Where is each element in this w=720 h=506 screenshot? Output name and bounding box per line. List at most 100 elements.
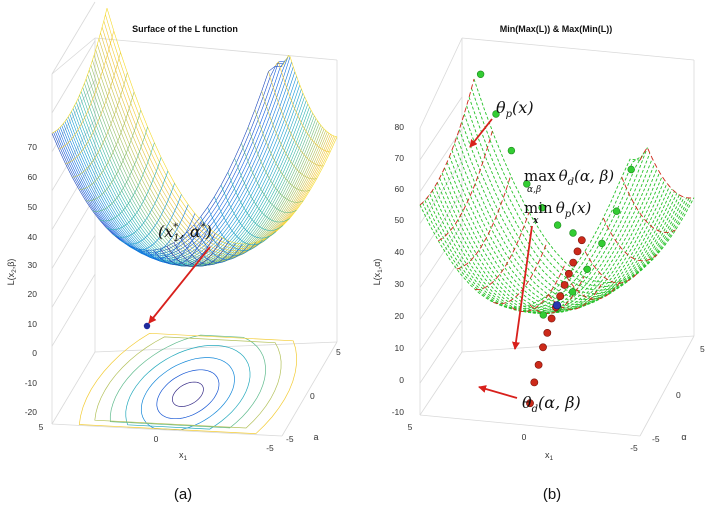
mesh-line-red xyxy=(438,130,493,242)
max-point xyxy=(583,265,591,273)
panel-a-gridline xyxy=(51,40,96,114)
mesh-line xyxy=(112,170,169,238)
contour-line xyxy=(78,332,297,435)
panel-b-gridline xyxy=(419,96,463,161)
mesh-line xyxy=(214,196,270,246)
max-point xyxy=(553,221,562,229)
contour-line xyxy=(172,381,204,407)
mesh-line-red xyxy=(639,146,695,199)
min-theta-p-label: min θp(x) xyxy=(524,199,591,220)
panel-a-saddle-point xyxy=(143,322,151,330)
x-tick-label: 5 xyxy=(408,422,413,432)
max-point xyxy=(539,311,547,319)
panel-b-y-axis-label: α xyxy=(681,432,686,442)
z-tick-label: 10 xyxy=(28,319,38,329)
mesh-line xyxy=(180,237,236,266)
max-point xyxy=(476,70,485,79)
panel-a-annotation-arrow xyxy=(148,246,211,324)
mesh-line-red xyxy=(419,78,475,206)
max-point xyxy=(538,204,546,212)
panel-b-gridline xyxy=(419,288,463,352)
y-tick-label: -5 xyxy=(652,434,660,444)
z-tick-label: 50 xyxy=(28,202,38,212)
y-tick-label: 5 xyxy=(336,347,341,357)
panel-a-gridline xyxy=(51,235,96,308)
theta-d-arrow xyxy=(478,385,518,399)
mesh-line xyxy=(268,71,324,167)
mesh-line-red xyxy=(584,251,640,284)
mesh-line xyxy=(72,72,128,178)
mesh-line xyxy=(92,126,148,212)
z-tick-label: 40 xyxy=(28,232,38,242)
panel-a-annotation-label: (x* 1, α*) xyxy=(158,222,212,244)
contour-line xyxy=(125,345,251,430)
y-tick-label: 0 xyxy=(310,391,315,401)
mesh-line-red xyxy=(566,276,622,300)
contour-line xyxy=(94,336,282,429)
z-tick-label: 60 xyxy=(395,184,405,194)
panel-b-gridline xyxy=(419,256,463,320)
panel-a: Surface of the L function 70 60 50 40 30… xyxy=(6,1,341,503)
panel-a-gridline xyxy=(51,196,96,269)
mesh-line xyxy=(207,207,263,251)
max-theta-d-label: max θd(α, β) xyxy=(524,167,614,188)
z-tick-label: 60 xyxy=(28,172,38,182)
mesh-line xyxy=(193,224,250,260)
panel-b-title: Min(Max(L)) & Max(Min(L)) xyxy=(500,24,612,34)
contour-line xyxy=(140,357,235,431)
panel-a-surface-mesh xyxy=(51,8,338,267)
panel-a-y-axis-label: a xyxy=(313,432,318,442)
theta-p-arrow xyxy=(469,118,493,148)
min-point xyxy=(530,378,539,387)
min-point xyxy=(526,399,534,408)
min-point xyxy=(534,360,543,369)
mesh-line-green xyxy=(446,162,668,312)
mesh-line xyxy=(261,91,317,180)
z-tick-label: -10 xyxy=(25,378,38,388)
z-tick-label: 0 xyxy=(32,348,37,358)
min-point xyxy=(573,247,582,256)
mesh-line xyxy=(220,184,277,239)
mesh-line-red xyxy=(602,217,658,262)
min-point xyxy=(569,258,578,267)
max-point xyxy=(598,239,606,248)
mesh-line xyxy=(99,142,155,222)
z-tick-label: 20 xyxy=(395,311,405,321)
mesh-line-red xyxy=(456,175,512,270)
max-point xyxy=(627,165,635,174)
mesh-line xyxy=(241,143,297,213)
z-tick-label: -10 xyxy=(392,407,405,417)
max-point xyxy=(568,288,577,296)
contour-line xyxy=(109,334,266,429)
z-tick-label: -20 xyxy=(25,407,38,417)
panel-b-gridline xyxy=(419,224,463,288)
z-tick-label: 10 xyxy=(395,343,405,353)
mesh-line xyxy=(85,109,142,202)
min-theta-p-subscript: x xyxy=(532,216,539,226)
panel-a-gridline xyxy=(51,1,96,75)
panel-b-z-ticks: 80 70 60 50 40 30 20 10 0 -10 xyxy=(392,122,405,417)
mesh-line xyxy=(247,126,304,203)
max-point xyxy=(507,146,516,155)
y-tick-label: 5 xyxy=(700,344,705,354)
mesh-line xyxy=(119,183,175,245)
mesh-line xyxy=(153,227,209,265)
z-tick-label: 50 xyxy=(395,215,405,225)
x-tick-label: 5 xyxy=(39,422,44,432)
mesh-line xyxy=(105,157,162,230)
panel-a-z-axis-label: L(x2,β) xyxy=(6,259,18,286)
mesh-line-green xyxy=(468,97,690,291)
contour-line xyxy=(156,369,220,420)
z-tick-label: 70 xyxy=(28,142,38,152)
min-point xyxy=(560,281,569,289)
mesh-line xyxy=(51,8,108,134)
z-tick-label: 0 xyxy=(399,375,404,385)
saddle-point xyxy=(552,301,562,310)
min-point xyxy=(577,236,586,245)
panel-b-surface-mesh xyxy=(419,78,695,315)
z-tick-label: 40 xyxy=(395,247,405,257)
x-tick-label: -5 xyxy=(630,443,638,453)
min-point xyxy=(543,328,552,337)
panel-a-gridline xyxy=(51,274,96,347)
mesh-line-green xyxy=(453,143,675,308)
